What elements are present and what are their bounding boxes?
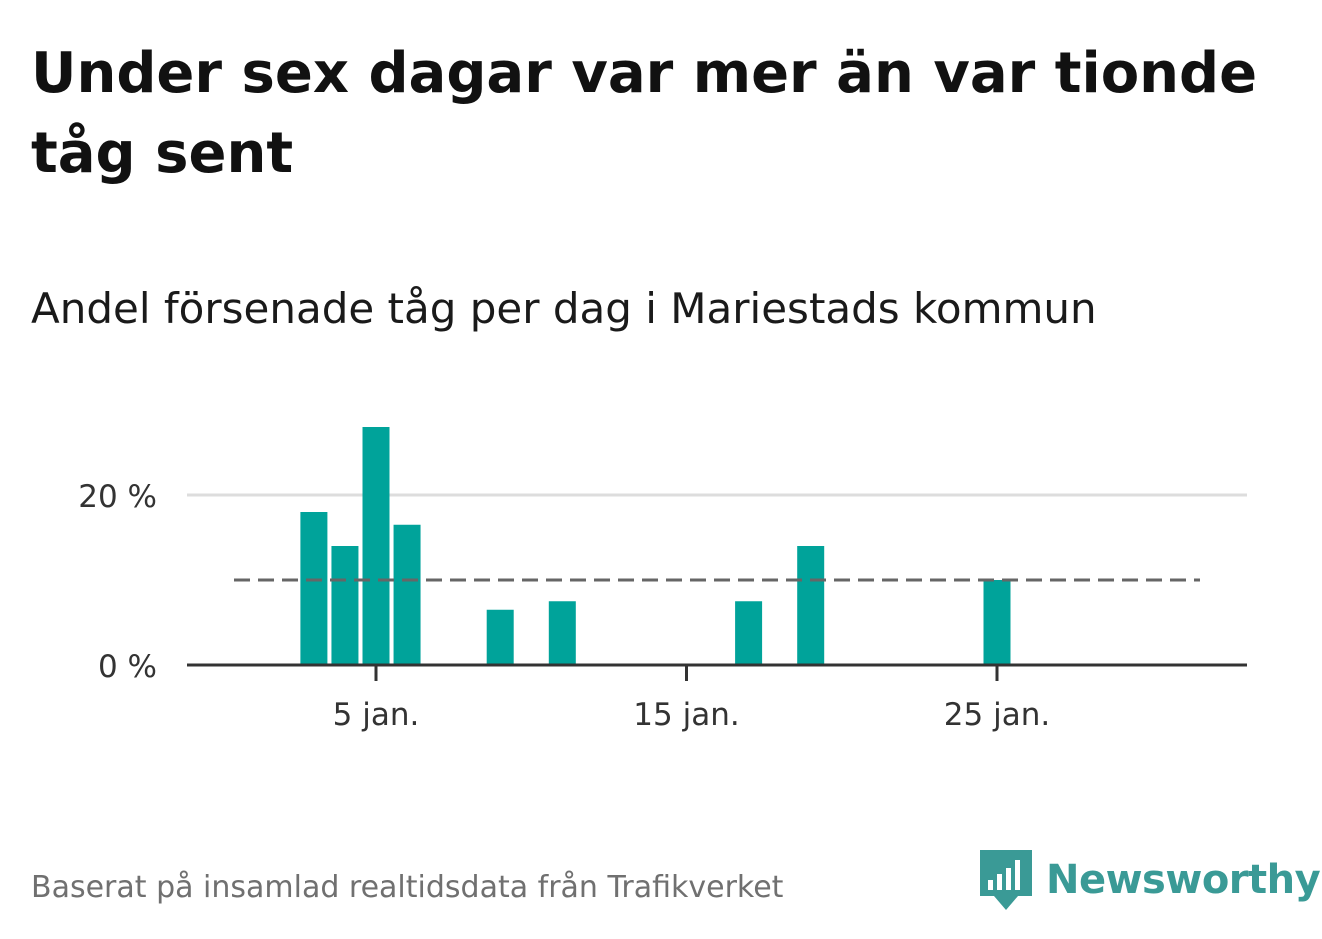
bar-chart: 0 % 20 % 5 jan. 15 jan. 25 jan.: [78, 427, 1247, 733]
chart-title: Under sex dagar var mer än var tionde tå…: [31, 41, 1258, 186]
label-layer: 0 % 20 % 5 jan. 15 jan. 25 jan.: [78, 479, 1050, 733]
bar-day-19: [797, 546, 825, 665]
x-tick-label: 5 jan.: [333, 697, 420, 733]
bar-day-25: [983, 580, 1011, 665]
bar-day-6: [393, 524, 421, 665]
x-tick-label: 25 jan.: [944, 697, 1050, 733]
bar-day-9: [486, 609, 514, 665]
brand-logo: Newsworthy: [980, 848, 1321, 912]
bar-day-11: [548, 601, 576, 665]
chart-subtitle: Andel försenade tåg per dag i Mariestads…: [31, 284, 1097, 333]
y-tick-label: 0 %: [98, 649, 157, 685]
bar-layer: [300, 427, 1011, 665]
axis-layer: [187, 663, 1247, 681]
bar-day-5: [362, 427, 390, 665]
source-note: Baserat på insamlad realtidsdata från Tr…: [31, 870, 784, 905]
x-tick-label: 15 jan.: [633, 697, 739, 733]
brand-name: Newsworthy: [1046, 857, 1321, 903]
bar-day-3: [300, 512, 328, 665]
bar-day-17: [735, 601, 763, 665]
bar-day-4: [331, 546, 359, 665]
y-tick-label: 20 %: [78, 479, 157, 515]
newsworthy-logo-icon: [980, 850, 1032, 910]
